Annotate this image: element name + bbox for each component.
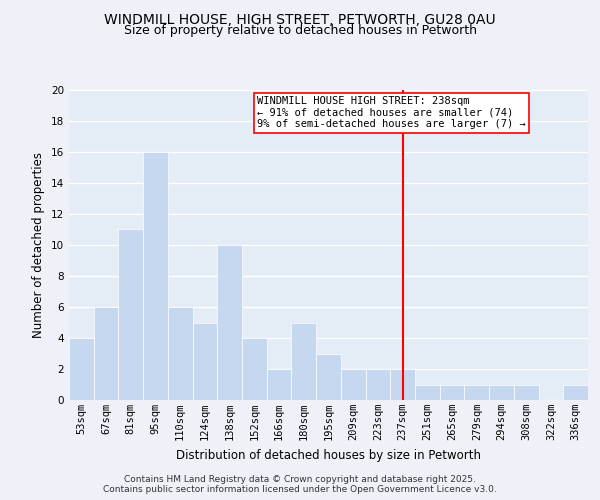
Bar [168, 307, 193, 400]
Bar [242, 338, 267, 400]
Text: WINDMILL HOUSE, HIGH STREET, PETWORTH, GU28 0AU: WINDMILL HOUSE, HIGH STREET, PETWORTH, G… [104, 12, 496, 26]
Bar [365, 369, 390, 400]
Bar [292, 322, 316, 400]
Bar [118, 230, 143, 400]
Y-axis label: Number of detached properties: Number of detached properties [32, 152, 46, 338]
Bar [193, 322, 217, 400]
Bar [390, 369, 415, 400]
Bar [69, 338, 94, 400]
Bar [489, 384, 514, 400]
Bar [514, 384, 539, 400]
Text: Size of property relative to detached houses in Petworth: Size of property relative to detached ho… [124, 24, 476, 37]
Bar [440, 384, 464, 400]
Bar [341, 369, 365, 400]
Text: WINDMILL HOUSE HIGH STREET: 238sqm
← 91% of detached houses are smaller (74)
9% : WINDMILL HOUSE HIGH STREET: 238sqm ← 91%… [257, 96, 526, 130]
Bar [217, 245, 242, 400]
Bar [316, 354, 341, 400]
X-axis label: Distribution of detached houses by size in Petworth: Distribution of detached houses by size … [176, 448, 481, 462]
Bar [464, 384, 489, 400]
Bar [267, 369, 292, 400]
Bar [143, 152, 168, 400]
Bar [415, 384, 440, 400]
Bar [94, 307, 118, 400]
Text: Contains HM Land Registry data © Crown copyright and database right 2025.
Contai: Contains HM Land Registry data © Crown c… [103, 474, 497, 494]
Bar [563, 384, 588, 400]
